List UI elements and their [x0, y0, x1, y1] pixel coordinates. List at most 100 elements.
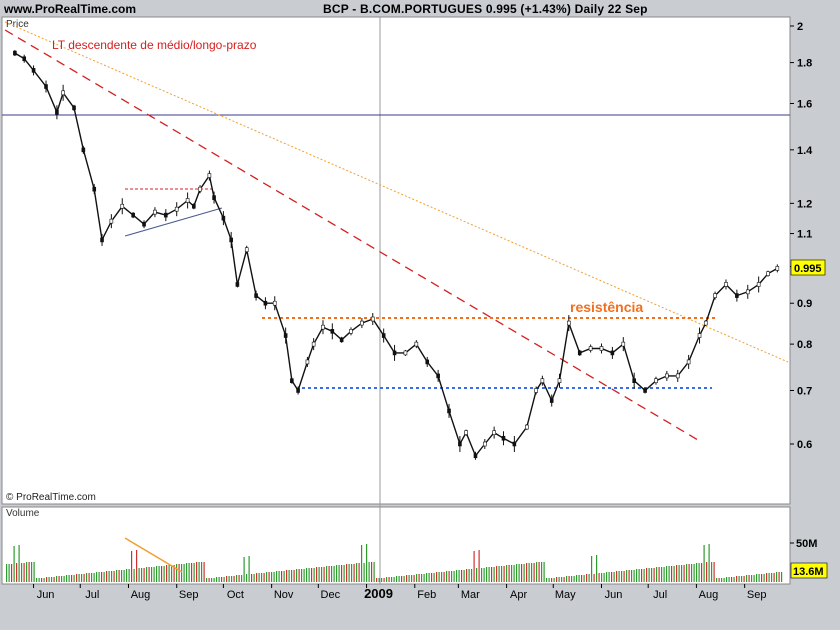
- price-candle: [174, 206, 179, 212]
- volume-bar: [756, 574, 758, 582]
- volume-bar: [338, 565, 340, 582]
- volume-bar: [323, 567, 325, 582]
- volume-bar: [53, 577, 55, 582]
- volume-bar: [351, 564, 353, 582]
- volume-bar: [301, 569, 303, 582]
- volume-bar: [453, 571, 455, 582]
- volume-bar: [698, 563, 700, 582]
- volume-bar: [398, 576, 400, 582]
- price-candle: [458, 441, 462, 447]
- volume-bar: [573, 576, 575, 582]
- price-candle: [540, 378, 545, 384]
- volume-bar: [278, 571, 280, 582]
- x-tick-label: May: [555, 589, 576, 601]
- volume-bar: [758, 574, 760, 582]
- volume-bar: [146, 567, 148, 582]
- volume-bar: [508, 565, 510, 582]
- volume-bar: [218, 577, 220, 582]
- volume-bar: [193, 563, 195, 582]
- volume-bar: [363, 563, 365, 582]
- volume-bar: [416, 574, 418, 582]
- volume-bar: [263, 573, 265, 582]
- chart-header: www.ProRealTime.com BCP - B.COM.PORTUGUE…: [0, 0, 840, 18]
- volume-bar: [333, 566, 335, 582]
- volume-bar: [446, 571, 448, 582]
- last-price-text: 0.995: [794, 263, 822, 275]
- volume-bar: [631, 570, 633, 582]
- volume-bar: [293, 570, 295, 582]
- volume-bar: [183, 564, 185, 582]
- volume-bar: [68, 575, 70, 582]
- volume-bar: [138, 568, 140, 582]
- volume-bar: [496, 566, 498, 582]
- volume-bar: [328, 566, 330, 582]
- volume-bar: [31, 562, 33, 582]
- volume-bar: [626, 570, 628, 582]
- volume-bar: [11, 564, 13, 582]
- price-candle: [254, 293, 258, 298]
- volume-bar: [66, 575, 68, 582]
- volume-bar: [23, 563, 25, 582]
- volume-bar: [436, 572, 438, 582]
- volume-bar: [158, 566, 160, 582]
- volume-bar: [378, 578, 380, 582]
- volume-bar: [711, 562, 713, 582]
- volume-bar: [531, 563, 533, 582]
- volume-bar: [241, 575, 243, 582]
- volume-bar: [538, 562, 540, 582]
- y-tick-label: 1.2: [797, 198, 812, 210]
- volume-bar: [163, 566, 165, 582]
- volume-bar: [51, 577, 53, 582]
- volume-bar: [73, 575, 75, 582]
- volume-bar: [83, 574, 85, 582]
- volume-bar: [691, 564, 693, 582]
- volume-bar: [291, 570, 293, 582]
- volume-bar: [606, 572, 608, 582]
- volume-bar: [581, 575, 583, 582]
- volume-bar: [213, 578, 215, 582]
- price-candle: [311, 341, 316, 347]
- volume-bar: [731, 577, 733, 582]
- price-candle: [244, 247, 249, 253]
- volume-bar: [26, 562, 28, 582]
- volume-bar: [336, 565, 338, 582]
- price-candle: [621, 341, 626, 347]
- volume-bar: [358, 563, 360, 582]
- volume-bar: [393, 577, 395, 582]
- price-candle: [686, 359, 691, 365]
- volume-trendline: [124, 537, 183, 573]
- volume-bar: [778, 572, 780, 582]
- volume-bar: [471, 569, 473, 582]
- volume-bar: [326, 566, 328, 582]
- volume-bar: [563, 577, 565, 582]
- volume-bar: [448, 571, 450, 582]
- volume-bar: [18, 545, 20, 582]
- x-tick-label: Dec: [321, 589, 341, 601]
- price-candle: [330, 329, 335, 334]
- volume-bar: [593, 574, 595, 582]
- x-tick-label: 2009: [364, 586, 393, 601]
- volume-bar: [713, 562, 715, 582]
- volume-bar: [521, 564, 523, 582]
- site-name[interactable]: www.ProRealTime.com: [4, 2, 137, 16]
- volume-bar: [743, 576, 745, 582]
- volume-bar: [738, 576, 740, 582]
- volume-bar: [63, 576, 65, 582]
- price-candle: [198, 186, 202, 192]
- volume-bar: [111, 571, 113, 582]
- volume-bar: [688, 564, 690, 582]
- price-candle: [370, 316, 375, 322]
- volume-bar: [341, 565, 343, 582]
- price-candle: [724, 282, 728, 287]
- price-candle: [697, 333, 702, 338]
- volume-bar: [261, 573, 263, 582]
- volume-bar: [81, 574, 83, 582]
- volume-bar: [348, 564, 350, 582]
- volume-bar: [673, 566, 675, 582]
- triangle-bottom-line: [124, 207, 223, 237]
- x-tick-label: Aug: [699, 589, 719, 601]
- price-candle: [283, 333, 288, 338]
- volume-bar: [656, 567, 658, 582]
- volume-bar: [126, 569, 128, 582]
